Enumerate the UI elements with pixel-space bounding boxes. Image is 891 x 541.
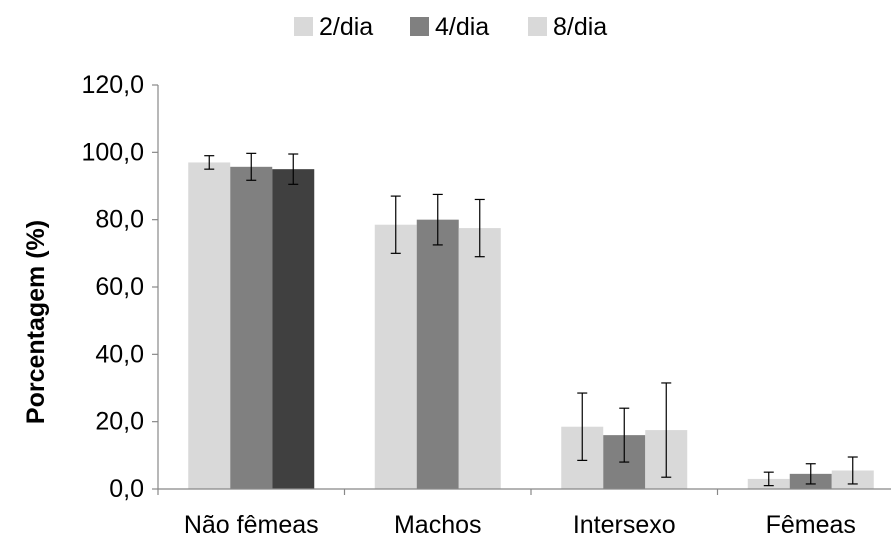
bar [272, 169, 315, 489]
legend-label: 2/dia [319, 13, 373, 41]
x-tick-label: Machos [394, 511, 482, 539]
legend-label: 4/dia [435, 13, 489, 41]
legend-swatch [410, 17, 429, 36]
y-tick-label: 0,0 [109, 475, 144, 503]
bar [374, 224, 417, 489]
legend-swatch [528, 17, 547, 36]
bar [230, 166, 273, 489]
y-tick-label: 100,0 [81, 138, 144, 166]
y-tick-label: 60,0 [95, 273, 144, 301]
y-tick-label: 20,0 [95, 408, 144, 436]
bars [188, 152, 874, 490]
y-tick-label: 40,0 [95, 340, 144, 368]
x-tick-label: Fêmeas [766, 511, 856, 539]
y-tick-label: 80,0 [95, 206, 144, 234]
legend-label: 8/dia [553, 13, 607, 41]
bar [188, 162, 231, 489]
legend: 2/dia 4/dia 8/dia [294, 13, 607, 41]
y-tick-label: 120,0 [81, 71, 144, 99]
x-tick-label: Não fêmeas [184, 511, 319, 539]
x-axis: Não fêmeas Machos Intersexo Fêmeas [157, 488, 891, 539]
y-axis-title: Porcentagem (%) [22, 220, 50, 424]
bar [416, 219, 459, 489]
y-axis: 0,0 20,0 40,0 60,0 80,0 100,0 120,0 [81, 71, 159, 503]
legend-swatch [294, 17, 313, 36]
x-tick-label: Intersexo [573, 511, 676, 539]
bar [458, 228, 501, 490]
